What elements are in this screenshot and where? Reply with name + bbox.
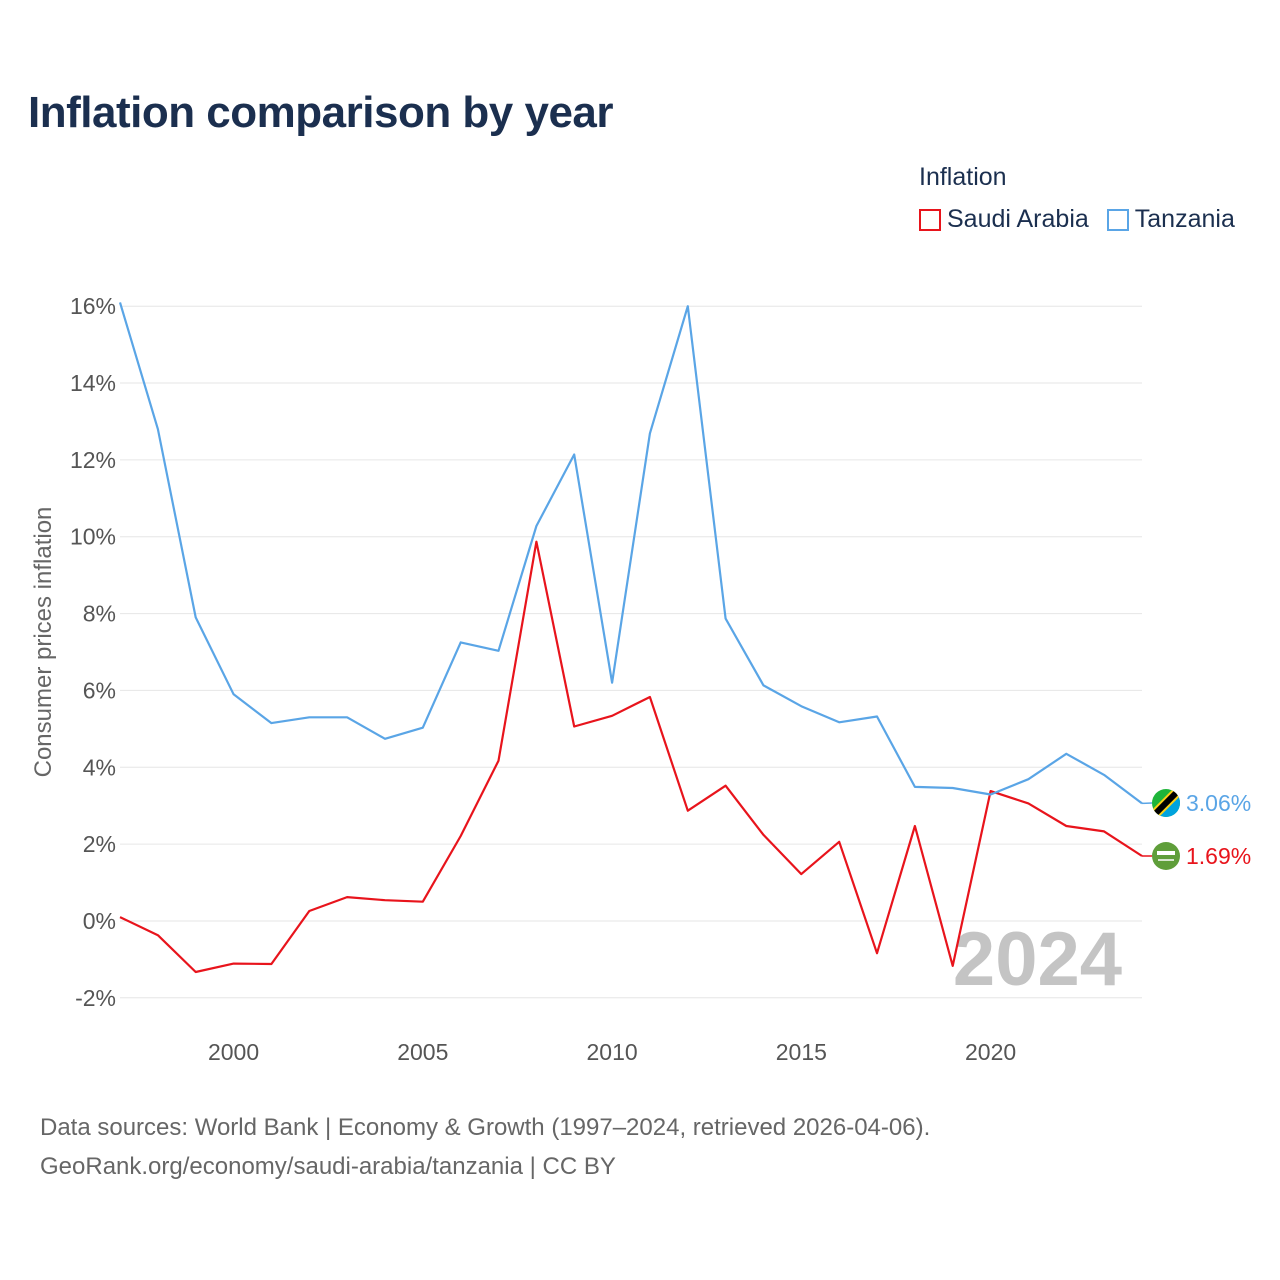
legend-item-tanzania[interactable]: Tanzania [1106,205,1235,234]
year-watermark: 2024 [953,917,1122,1002]
y-axis-label: Consumer prices inflation [30,507,57,778]
end-value-label-tanzania: 3.06% [1186,790,1251,816]
x-tick-label: 2005 [397,1039,448,1065]
y-tick-label: 8% [83,601,116,627]
grid-lines [120,305,1142,999]
y-tick-label: -2% [75,985,116,1011]
y-tick-label: 10% [70,524,116,550]
y-tick-label: 2% [83,831,116,857]
legend-label-saudi-arabia: Saudi Arabia [947,205,1089,233]
y-tick-label: 16% [70,293,116,319]
tanzania-flag-icon [1152,789,1180,817]
legend-item-saudi-arabia[interactable]: Saudi Arabia [919,205,1089,234]
legend-label-tanzania: Tanzania [1134,205,1235,233]
series-line-tanzania[interactable] [118,302,1143,805]
series-line-saudi-arabia[interactable] [119,540,1143,974]
source-line-2[interactable]: GeoRank.org/economy/saudi-arabia/tanzani… [40,1153,616,1180]
legend-title: Inflation [919,163,1007,191]
legend-swatch-saudi-arabia [919,208,941,231]
x-tick-label: 2000 [208,1039,259,1065]
source-note: Data sources: World Bank | Economy & Gro… [40,1108,930,1186]
x-tick-label: 2020 [965,1039,1016,1065]
end-value-label-saudi-arabia: 1.69% [1186,843,1251,869]
y-tick-label: 12% [70,447,116,473]
y-tick-label: 14% [70,370,116,396]
legend-swatch-tanzania [1106,208,1129,231]
x-tick-label: 2015 [776,1039,827,1065]
y-tick-label: 6% [83,677,116,703]
y-axis-ticks: -2% 0% 2% 4% 6% 8% 10% 12% 14% 16% [70,293,116,1011]
x-tick-label: 2010 [586,1039,637,1065]
series-lines [118,302,1143,974]
saudi-arabia-flag-icon [1152,842,1180,870]
legend: Saudi Arabia Tanzania [919,205,1253,234]
y-tick-label: 0% [83,908,116,934]
chart-title: Inflation comparison by year [28,88,614,137]
source-line-1: Data sources: World Bank | Economy & Gro… [40,1114,931,1141]
series-end-labels: 1.69% 3.06% [1141,789,1251,870]
y-tick-label: 4% [83,754,116,780]
x-axis-ticks: 2000 2005 2010 2015 2020 [208,1039,1016,1065]
